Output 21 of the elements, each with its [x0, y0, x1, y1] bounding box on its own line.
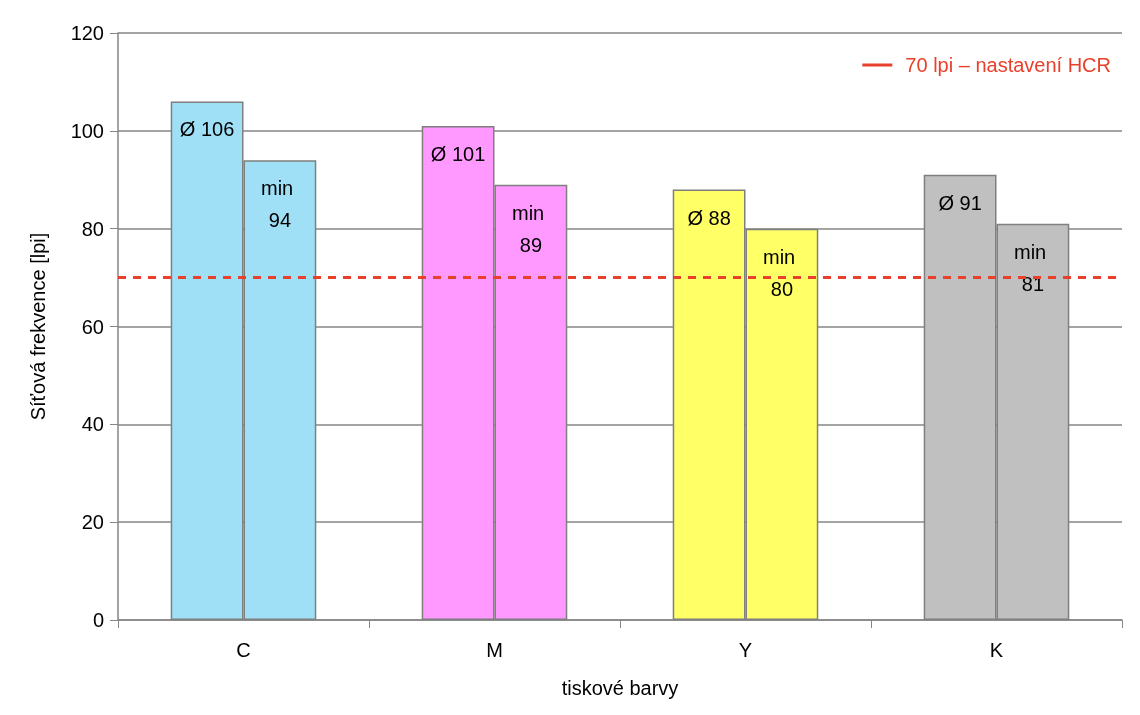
- y-tick-label: 80: [81, 217, 104, 240]
- y-tick-label: 40: [81, 413, 104, 436]
- y-tick-label: 0: [92, 609, 104, 631]
- y-axis-title: Síťová frekvence [lpi]: [27, 232, 49, 421]
- x-tick-label: C: [236, 639, 251, 661]
- data-label: Ø 101: [430, 142, 486, 165]
- x-tick-label: K: [989, 639, 1004, 661]
- x-tick-label: Y: [738, 639, 753, 661]
- x-axis-title: tiskové barvy: [561, 677, 679, 699]
- y-tick-label: 20: [81, 511, 104, 534]
- data-label: Ø 88: [687, 206, 731, 229]
- data-label: Ø 91: [938, 191, 982, 214]
- data-label: Ø 106: [179, 118, 235, 141]
- y-tick-label: 60: [81, 315, 104, 338]
- data-label: min 80: [763, 245, 801, 300]
- data-label: min 89: [512, 201, 550, 256]
- legend-label: 70 lpi – nastavení HCR: [905, 54, 1112, 76]
- y-tick-label: 120: [70, 22, 104, 44]
- data-label: min 94: [261, 177, 299, 232]
- y-tick-label: 100: [70, 119, 104, 142]
- x-tick-label: M: [486, 639, 503, 661]
